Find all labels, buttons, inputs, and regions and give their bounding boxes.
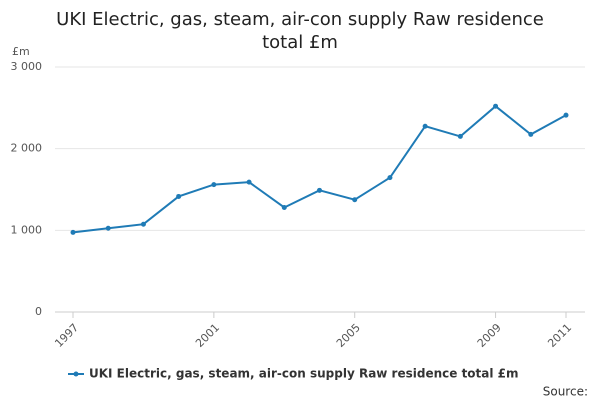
chart-title: UKI Electric, gas, steam, air-con supply… <box>56 9 544 53</box>
y-tick-label: 0 <box>35 305 42 318</box>
point <box>140 221 146 227</box>
point <box>211 182 217 188</box>
point <box>105 225 111 231</box>
y-tick-label: 2 000 <box>11 142 43 155</box>
legend-marker <box>73 371 79 377</box>
y-axis-label: £m <box>12 45 30 58</box>
x-tick-label: 2011 <box>545 321 574 350</box>
x-tick-label: 2001 <box>193 321 222 350</box>
point <box>457 133 463 139</box>
y-tick-label: 3 000 <box>11 60 43 73</box>
point <box>493 103 499 109</box>
point <box>70 229 76 235</box>
point <box>176 193 182 199</box>
legend-label: UKI Electric, gas, steam, air-con supply… <box>89 367 519 381</box>
point <box>422 123 428 129</box>
x-tick-label: 2009 <box>475 321 504 350</box>
source: Source: <box>543 385 588 399</box>
point <box>246 179 252 185</box>
x-tick-label: 2005 <box>334 321 363 350</box>
y-tick-label: 1 000 <box>11 223 43 236</box>
point <box>281 204 287 210</box>
point <box>352 197 358 203</box>
point <box>387 175 393 181</box>
point <box>563 112 569 118</box>
point <box>528 131 534 137</box>
x-tick-label: 1997 <box>52 321 81 350</box>
series-line <box>72 104 567 234</box>
point <box>317 187 322 193</box>
